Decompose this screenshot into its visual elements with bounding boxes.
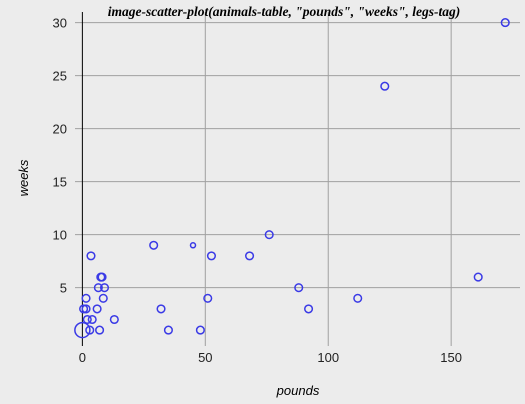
x-tick-label: 0 [79,350,86,365]
data-point [294,283,304,293]
x-tick-label: 150 [440,350,462,365]
data-point [500,18,510,28]
data-point [264,230,274,240]
data-point [97,272,107,282]
chart-title: image-scatter-plot(animals-table, "pound… [108,4,460,19]
tick-layer: 0 50 100 150 5 10 15 20 25 30 [53,16,462,365]
data-point [81,293,91,303]
data-point [149,240,159,250]
data-point [74,321,91,339]
data-point [81,304,91,314]
data-point [87,314,97,325]
y-tick-label: 25 [53,69,67,84]
data-point [85,325,95,335]
data-point [304,304,314,314]
data-point [353,293,363,303]
data-point [245,251,255,261]
grid-layer [75,12,520,346]
data-point [95,325,105,335]
data-point [109,314,119,325]
y-tick-label: 15 [53,175,67,190]
data-point [206,251,217,261]
data-point [380,81,390,91]
y-tick-label: 10 [53,228,67,243]
y-axis-label: weeks [16,159,31,196]
data-point [99,283,110,293]
x-axis-label: pounds [276,383,320,398]
data-point [473,272,483,282]
x-tick-label: 50 [198,350,212,365]
point-layer [74,18,510,339]
data-point [203,293,213,303]
data-point [163,325,173,335]
data-point [93,283,103,293]
y-tick-label: 30 [53,16,67,31]
data-point [92,304,102,314]
data-point [82,314,92,325]
x-tick-label: 100 [317,350,339,365]
data-point [156,304,166,314]
data-point [195,325,205,335]
data-point [86,251,96,261]
y-tick-label: 5 [60,281,67,296]
data-point [189,242,197,249]
data-point [98,293,108,303]
y-tick-label: 20 [53,122,67,137]
